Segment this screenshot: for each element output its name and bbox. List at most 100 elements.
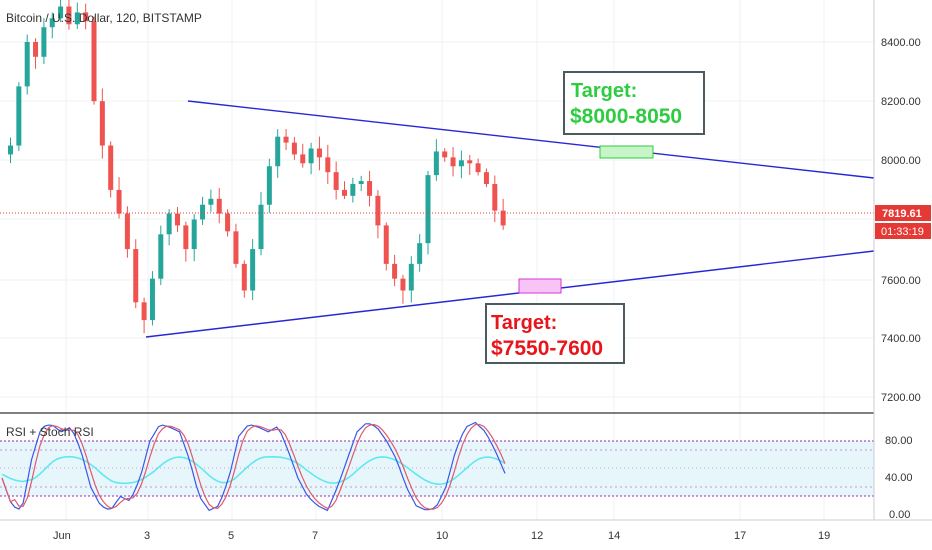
current-price-tag [875, 205, 931, 221]
candle-body [358, 181, 364, 184]
candle-body [141, 302, 147, 321]
countdown-label: 01:33:19 [881, 226, 924, 238]
lower-target-line2: $7550-7600 [491, 337, 603, 360]
candle-body [175, 213, 180, 226]
candle-body [74, 12, 80, 25]
candle-body [24, 42, 30, 87]
candle-body [375, 195, 381, 226]
time-tick: 12 [531, 530, 543, 542]
indicator-label: RSI + Stoch RSI [6, 425, 94, 439]
upper-target-line1: Target: [571, 80, 637, 102]
time-axis[interactable]: Jun 3 5 7 10 12 14 17 19 [0, 519, 932, 550]
time-tick: 7 [312, 530, 318, 542]
candle-body [8, 145, 13, 155]
candle-body [108, 145, 114, 190]
price-tick: 7400.00 [881, 333, 921, 345]
countdown-tag [875, 223, 931, 239]
indicator-tick: 40.00 [885, 472, 913, 484]
upper-target-line2: $8000-8050 [570, 105, 682, 128]
price-tick: 7600.00 [881, 275, 921, 287]
candle-body [392, 263, 398, 279]
candle-body [99, 101, 105, 146]
candle-body [233, 231, 239, 264]
candle-body [183, 225, 189, 250]
price-axis[interactable]: 8400.00 8200.00 8000.00 7600.00 7400.00 … [873, 0, 932, 521]
candle-body [191, 219, 197, 250]
candle-body [66, 6, 72, 25]
candle-body [41, 27, 47, 57]
candle-body [417, 243, 423, 264]
candle-body [425, 175, 431, 244]
candle-body [442, 151, 448, 158]
candle-body [275, 136, 281, 167]
stoch-d-line [1, 423, 506, 510]
candle-body [342, 189, 347, 196]
candle-body [33, 42, 39, 57]
candle-body [492, 184, 498, 211]
candle-body [383, 225, 389, 264]
time-tick: 5 [228, 530, 234, 542]
time-tick: 14 [608, 530, 620, 542]
rsi-line [1, 455, 506, 486]
candle-body [467, 160, 473, 164]
rsi-band-fill [0, 441, 874, 496]
indicator-tick: 0.00 [889, 509, 910, 521]
candle-body [208, 198, 214, 205]
candle-body [58, 6, 64, 19]
price-tick: 8400.00 [881, 37, 921, 49]
time-tick: Jun [53, 530, 71, 542]
candle-body [475, 163, 481, 173]
candle-body [200, 204, 206, 220]
candle-body [500, 210, 506, 226]
time-tick: 3 [144, 530, 150, 542]
indicator-tick: 80.00 [885, 435, 913, 447]
candle-body [308, 148, 314, 164]
candle-body [433, 151, 439, 176]
candle-body [116, 189, 122, 214]
candle-body [241, 263, 247, 291]
candle-body [133, 249, 139, 303]
candle-body [408, 263, 414, 291]
lower-target-line1: Target: [491, 312, 557, 334]
lower-target-zone[interactable] [518, 278, 562, 294]
candle-body [450, 157, 456, 167]
candle-body [333, 172, 339, 190]
candle-body [325, 157, 331, 173]
lower-trendline[interactable] [145, 250, 875, 338]
candle-body [300, 154, 306, 164]
candle-body [458, 160, 464, 167]
candle-body [83, 12, 89, 22]
candle-body [250, 249, 256, 291]
candle-body [124, 213, 130, 250]
stoch-k-line [1, 421, 506, 512]
candle-body [91, 21, 97, 102]
candle-body [225, 213, 231, 232]
candle-body [291, 142, 297, 155]
candle-body [158, 234, 164, 279]
price-tick: 7200.00 [881, 392, 921, 404]
price-tick: 8200.00 [881, 96, 921, 108]
candle-body [316, 148, 322, 158]
candles [8, 0, 506, 334]
price-tick: 8000.00 [881, 155, 921, 167]
candle-body [216, 198, 222, 214]
upper-target-zone[interactable] [599, 145, 654, 159]
time-tick: 19 [818, 530, 830, 542]
candle-body [266, 166, 272, 205]
candle-body [16, 86, 22, 146]
candle-body [367, 181, 373, 196]
candle-body [283, 136, 289, 143]
symbol-title: Bitcoin / U.S. Dollar, 120, BITSTAMP [6, 11, 202, 25]
candle-body [49, 18, 55, 28]
upper-trendline[interactable] [187, 100, 875, 179]
candle-body [166, 213, 172, 235]
upper-target-annotation[interactable]: Target: $8000-8050 [563, 71, 705, 135]
candle-body [483, 172, 489, 184]
time-tick: 17 [734, 530, 746, 542]
candle-body [400, 278, 406, 291]
candle-body [149, 278, 155, 321]
lower-target-annotation[interactable]: Target: $7550-7600 [485, 303, 625, 364]
candle-body [350, 184, 356, 196]
indicator-pane: RSI + Stoch RSI [0, 421, 874, 512]
